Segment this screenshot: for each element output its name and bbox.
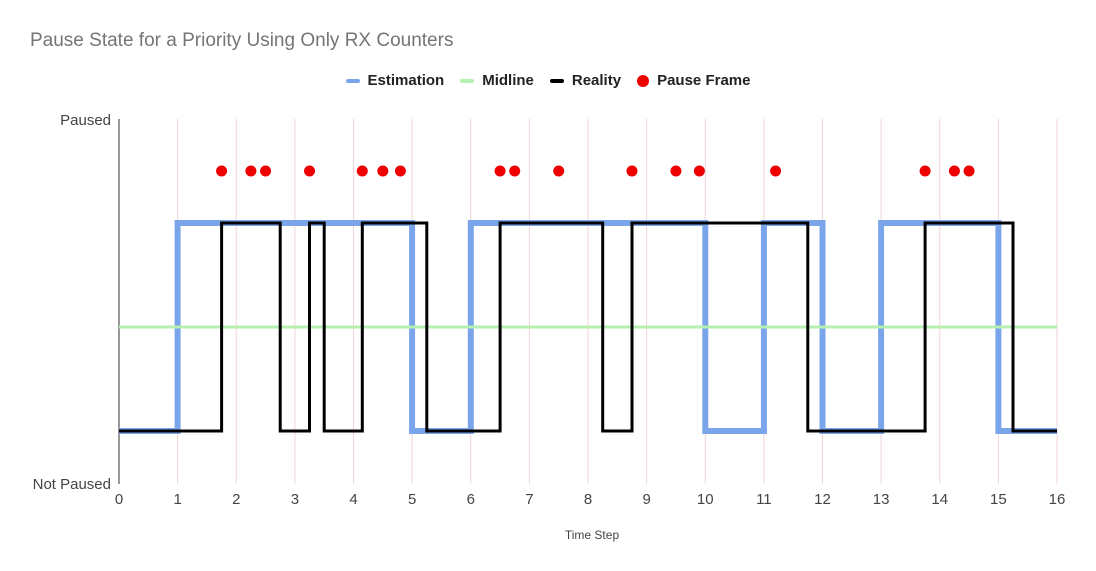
x-tick-label-5: 5: [408, 491, 416, 508]
legend-item-estimation[interactable]: Estimation: [345, 72, 445, 89]
x-tick-label-7: 7: [525, 491, 533, 508]
y-tick-label-paused: Paused: [60, 112, 111, 129]
pause-frame-point-10[interactable]: [626, 165, 638, 177]
legend-item-reality[interactable]: Reality: [549, 72, 622, 89]
pause-frame-point-2[interactable]: [260, 165, 272, 177]
legend-swatch-reality: [549, 78, 564, 83]
pause-frame-point-13[interactable]: [770, 165, 782, 177]
pause-frame-point-3[interactable]: [304, 165, 316, 177]
series-group: [119, 165, 1057, 434]
x-tick-label-12: 12: [814, 491, 831, 508]
pause-frame-point-1[interactable]: [245, 165, 257, 177]
x-tick-label-8: 8: [584, 491, 592, 508]
x-tick-label-2: 2: [232, 491, 240, 508]
legend-swatch-estimation: [345, 78, 360, 83]
legend-item-pause-frame[interactable]: Pause Frame: [637, 72, 750, 89]
pause-frame-point-6[interactable]: [394, 165, 406, 177]
pause-frame-point-4[interactable]: [356, 165, 368, 177]
legend: Estimation Midline Reality Pause Frame: [0, 72, 1096, 89]
pause-frame-point-15[interactable]: [948, 165, 960, 177]
pause-frame-point-14[interactable]: [919, 165, 931, 177]
pause-frame-point-12[interactable]: [693, 165, 705, 177]
pause-frame-point-9[interactable]: [553, 165, 565, 177]
chart-title: Pause State for a Priority Using Only RX…: [30, 30, 454, 51]
x-tick-label-11: 11: [756, 491, 772, 508]
x-tick-label-15: 15: [990, 491, 1007, 508]
x-tick-label-3: 3: [291, 491, 299, 508]
y-tick-label-not-paused: Not Paused: [33, 476, 111, 493]
x-tick-label-13: 13: [873, 491, 890, 508]
legend-label-estimation: Estimation: [367, 72, 445, 89]
x-tick-label-1: 1: [173, 491, 181, 508]
x-tick-label-16: 16: [1049, 491, 1066, 508]
x-tick-label-6: 6: [467, 491, 475, 508]
pause-frame-point-11[interactable]: [670, 165, 682, 177]
legend-swatch-pause-frame: [637, 74, 650, 87]
x-tick-label-4: 4: [349, 491, 357, 508]
legend-item-midline[interactable]: Midline: [460, 72, 534, 89]
pause-frame-point-8[interactable]: [509, 165, 521, 177]
x-tick-label-9: 9: [642, 491, 650, 508]
x-tick-labels: 0 1 2 3 4 5 6 7 8 9 10 11 12 13 14 15 16: [115, 491, 1066, 508]
legend-label-reality: Reality: [571, 72, 622, 89]
pause-frame-point-0[interactable]: [216, 165, 228, 177]
reality-line[interactable]: [119, 221, 1057, 433]
pause-frame-point-5[interactable]: [377, 165, 389, 177]
pause-frame-point-7[interactable]: [494, 165, 506, 177]
x-tick-label-10: 10: [697, 491, 714, 508]
legend-label-pause-frame: Pause Frame: [657, 72, 751, 89]
legend-label-midline: Midline: [482, 72, 534, 89]
pause-frame-point-16[interactable]: [963, 165, 975, 177]
legend-swatch-midline: [460, 78, 475, 83]
x-tick-label-14: 14: [931, 491, 948, 508]
x-axis-title: Time Step: [565, 528, 620, 542]
x-tick-label-0: 0: [115, 491, 123, 508]
